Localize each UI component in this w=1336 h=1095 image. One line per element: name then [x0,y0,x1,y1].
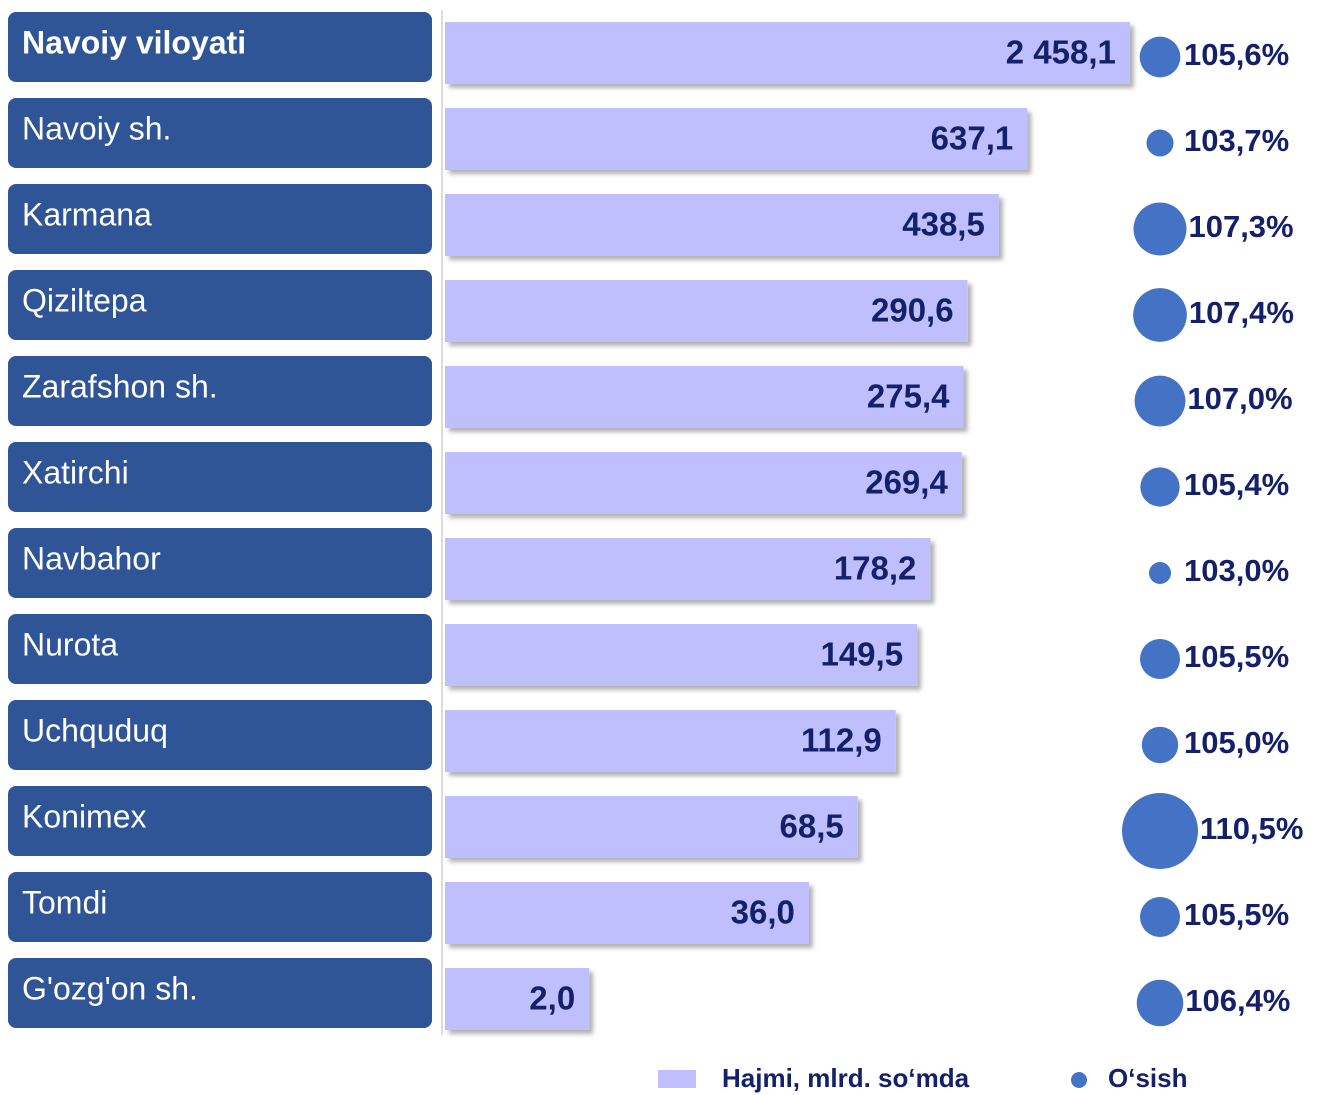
value-label: 269,4 [865,464,948,501]
bar [445,366,964,428]
category-box [8,356,432,426]
bar [445,108,1028,170]
bubble [1122,793,1198,869]
bubble [1134,375,1186,427]
bubble [1140,467,1180,507]
bar [445,968,590,1030]
bubble [1140,897,1180,937]
category-box [8,270,432,340]
growth-label: 103,0% [1184,553,1289,588]
value-label: 178,2 [834,550,917,587]
category-label: Navoiy viloyati [22,24,246,60]
category-box [8,614,432,684]
bubble [1146,129,1174,157]
bar [445,22,1130,84]
category-box [8,184,432,254]
value-label: 36,0 [731,894,795,931]
bubble [1141,726,1179,764]
category-label: Konimex [22,798,147,834]
growth-label: 107,3% [1188,209,1293,244]
growth-label: 107,0% [1187,381,1292,416]
bar [445,452,962,514]
legend-swatch [658,1070,696,1088]
growth-label: 103,7% [1184,123,1289,158]
category-box [8,442,432,512]
bar [445,280,968,342]
category-box [8,872,432,942]
growth-label: 107,4% [1189,295,1294,330]
bubble [1133,202,1187,256]
value-label: 275,4 [867,378,950,415]
value-label: 2,0 [529,980,575,1017]
category-box [8,528,432,598]
category-label: Xatirchi [22,454,129,490]
category-label: Karmana [22,196,152,232]
category-label: G'ozg'on sh. [22,970,198,1006]
category-label: Tomdi [22,884,107,920]
legend-swatch [1071,1072,1087,1088]
legend-label: Hajmi, mlrd. so‘mda [722,1063,970,1093]
value-label: 637,1 [931,120,1014,157]
growth-label: 105,0% [1184,725,1289,760]
bar [445,796,858,858]
category-label: Nurota [22,626,118,662]
value-label: 68,5 [780,808,844,845]
bubble [1140,639,1180,679]
legend-label: O‘sish [1108,1063,1187,1093]
category-label: Uchquduq [22,712,168,748]
value-label: 290,6 [871,292,954,329]
bubble [1136,979,1184,1027]
growth-label: 105,5% [1184,639,1289,674]
category-box [8,700,432,770]
value-label: 149,5 [820,636,903,673]
category-box [8,958,432,1028]
category-label: Qiziltepa [22,282,147,318]
growth-label: 105,5% [1184,897,1289,932]
growth-label: 105,4% [1184,467,1289,502]
growth-label: 105,6% [1184,37,1289,72]
bubble [1149,562,1171,584]
bar [445,538,931,600]
growth-label: 106,4% [1185,983,1290,1018]
category-box [8,786,432,856]
value-label: 438,5 [902,206,985,243]
category-label: Navbahor [22,540,161,576]
value-label: 112,9 [801,722,882,759]
category-box [8,98,432,168]
category-label: Navoiy sh. [22,110,171,146]
growth-label: 110,5% [1200,811,1303,846]
category-label: Zarafshon sh. [22,368,218,404]
bar [445,882,809,944]
bubble [1139,36,1181,78]
bar [445,194,999,256]
value-label: 2 458,1 [1006,34,1116,71]
bar [445,624,918,686]
category-box [8,12,432,82]
bubble [1133,288,1187,342]
bar [445,710,896,772]
